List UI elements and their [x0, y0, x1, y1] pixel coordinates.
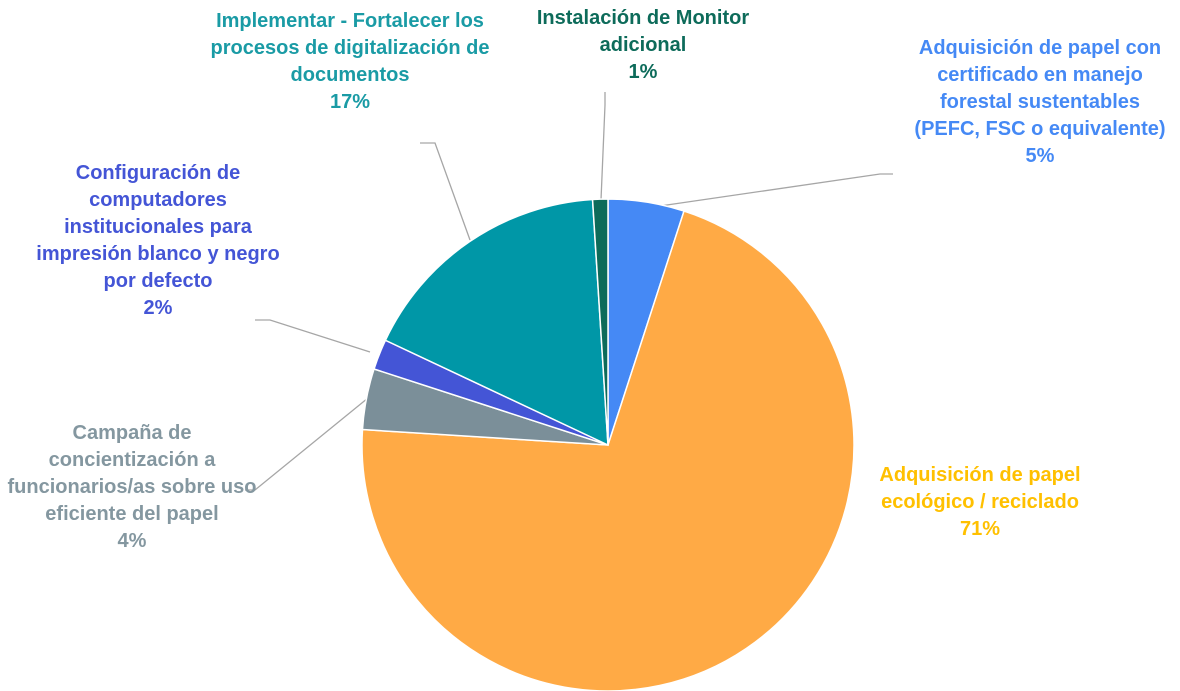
leader-line [420, 142, 471, 241]
data-label: Adquisición de papel con certificado en … [905, 35, 1175, 170]
pie-slice [384, 198, 609, 447]
value-label: 2% [143, 297, 173, 319]
value-label: 71% [959, 518, 1001, 540]
data-label: Adquisición de papel ecológico / recicla… [865, 462, 1095, 543]
leader-line [600, 92, 606, 201]
data-label: Campaña de concientización a funcionario… [2, 420, 262, 555]
pie-slice [591, 198, 609, 446]
value-label: 4% [117, 530, 147, 552]
category-label: Implementar - Fortalecer los procesos de… [210, 10, 490, 86]
value-label: 5% [1025, 145, 1055, 167]
leader-line [245, 397, 369, 491]
category-label: Adquisición de papel ecológico / recicla… [879, 464, 1081, 513]
data-label: Implementar - Fortalecer los procesos de… [190, 8, 510, 116]
data-label: Instalación de Monitor adicional 1% [523, 5, 763, 86]
category-label: Instalación de Monitor adicional [536, 7, 750, 56]
data-label: Configuración de computadores institucio… [28, 160, 288, 322]
value-label: 1% [628, 61, 658, 83]
pie-slice [361, 210, 855, 691]
category-label: Adquisición de papel con certificado en … [914, 37, 1166, 140]
category-label: Campaña de concientización a funcionario… [7, 422, 257, 525]
leader-line [659, 173, 893, 207]
leader-line [255, 319, 371, 353]
value-label: 17% [329, 91, 371, 113]
category-label: Configuración de computadores institucio… [36, 162, 280, 292]
